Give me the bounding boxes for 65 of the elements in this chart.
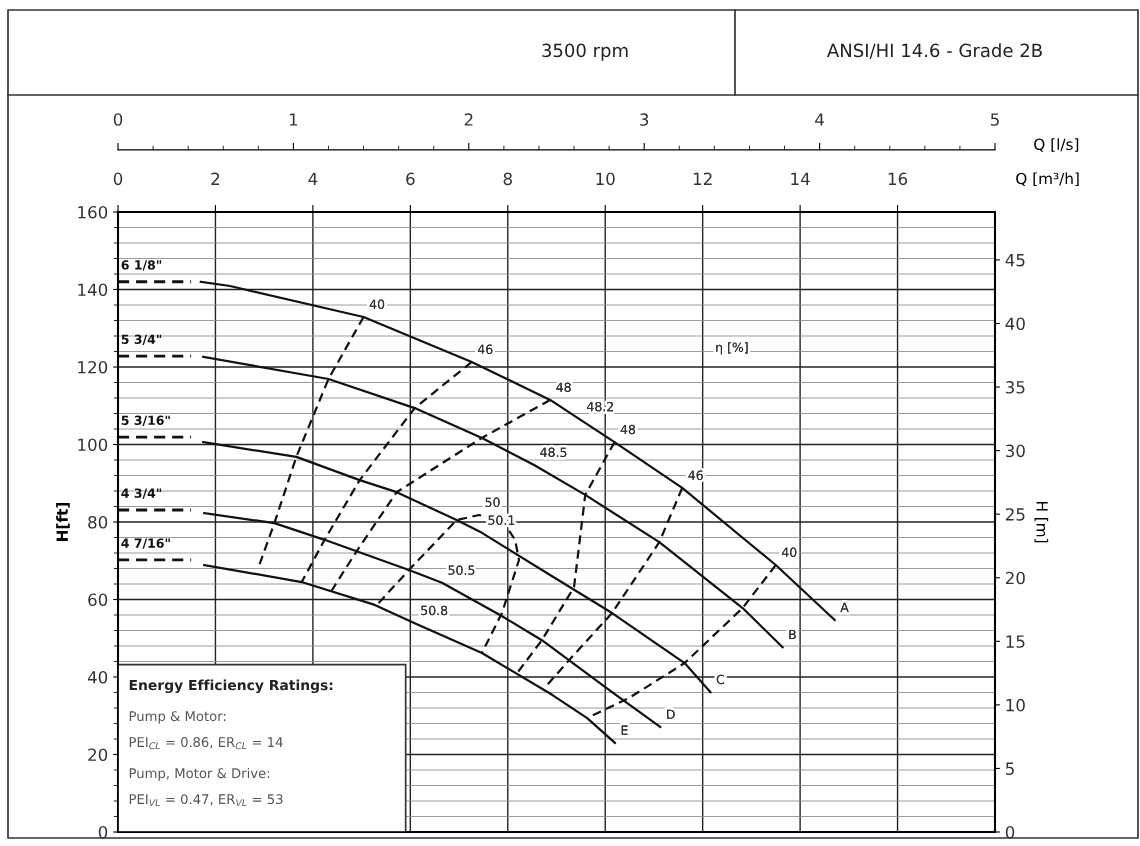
x2-tick-label: 4 (815, 113, 824, 126)
annotation: 50 (485, 497, 500, 508)
annotation: 48 (620, 424, 636, 435)
y2-tick-label: 45 (1005, 254, 1025, 267)
y2-tick-label: 35 (1005, 381, 1025, 394)
annotation: 48.5 (540, 447, 567, 458)
annotation: 50.8 (421, 605, 448, 616)
x-tick-label: 2 (211, 172, 220, 185)
y2-axis-title: H [m] (1034, 501, 1049, 543)
chart-title: 3500 rpm (542, 43, 628, 61)
y-tick-label: 100 (78, 438, 108, 452)
y-tick-label: 160 (78, 205, 108, 219)
y-tick-label: 80 (88, 515, 108, 529)
y2-tick-label: 5 (1006, 762, 1014, 775)
y-axis-title: H[ft] (56, 502, 70, 541)
y-tick-label: 120 (78, 360, 108, 374)
annotation: D (667, 709, 675, 719)
annotation: 50.1 (488, 515, 515, 525)
annotation: 48 (556, 382, 571, 392)
chart-subtitle: ANSI/HI 14.6 - Grade 2B (827, 43, 1042, 59)
annotation: 40 (369, 299, 385, 310)
series-label: 5 3/4" (121, 334, 162, 345)
y-tick-label: 0 (98, 825, 108, 839)
annotation: η [%] (716, 342, 748, 355)
x-tick-label: 4 (308, 172, 318, 185)
x-tick-label: 0 (113, 172, 123, 186)
y-tick-label: 40 (87, 670, 108, 684)
annotation: A (840, 602, 849, 612)
y2-tick-label: 25 (1005, 508, 1025, 521)
y2-tick-label: 15 (1006, 635, 1025, 648)
x2-tick-label: 0 (113, 113, 123, 126)
series-label: 6 1/8" (121, 260, 162, 271)
series-label: 4 3/4" (121, 488, 162, 499)
x-tick-label: 12 (693, 172, 712, 185)
y2-tick-label: 10 (1006, 698, 1025, 712)
x-tick-label: 6 (406, 172, 415, 186)
x-tick-label: 16 (888, 172, 908, 186)
annotation: Energy Efficiency Ratings: (129, 679, 333, 694)
annotation: Pump & Motor: (129, 711, 226, 724)
x-axis-title: Q [m³/h] (1016, 172, 1079, 187)
series-label: 5 3/16" (121, 415, 170, 426)
annotation: 46 (477, 344, 493, 354)
y-tick-label: 20 (88, 748, 108, 762)
y2-tick-label: 30 (1005, 444, 1025, 458)
series-label: 4 7/16" (121, 538, 170, 549)
annotation: E (621, 725, 628, 735)
annotation: PEI$_{CL}$ = 0.86, ER$_{CL}$ = 14 (129, 737, 283, 750)
x-tick-label: 8 (503, 172, 512, 186)
y2-tick-label: 40 (1005, 317, 1025, 331)
x-tick-label: 10 (596, 172, 615, 186)
x-tick-label: 14 (791, 172, 810, 185)
annotation: B (789, 629, 796, 640)
x2-tick-label: 5 (990, 113, 999, 126)
x2-tick-label: 3 (640, 113, 649, 126)
annotation: Pump, Motor & Drive: (129, 767, 270, 781)
annotation: PEI$_{VL}$ = 0.47, ER$_{VL}$ = 53 (129, 794, 283, 807)
y-tick-label: 60 (88, 593, 108, 607)
x2-tick-label: 2 (464, 113, 473, 126)
annotation: 40 (781, 547, 797, 558)
y-tick-label: 140 (78, 283, 108, 297)
annotation: 50.5 (448, 565, 475, 575)
y2-tick-label: 0 (1005, 825, 1015, 839)
x2-axis-title: Q [l/s] (1034, 138, 1079, 152)
x2-tick-label: 1 (289, 113, 298, 126)
y2-tick-label: 20 (1005, 571, 1025, 585)
